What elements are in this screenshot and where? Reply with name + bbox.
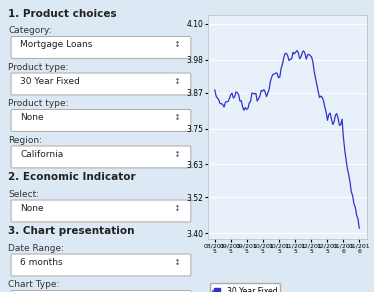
Text: Select:: Select: (8, 190, 39, 199)
Text: Category:: Category: (8, 26, 52, 35)
FancyBboxPatch shape (11, 200, 191, 222)
FancyBboxPatch shape (11, 110, 191, 131)
Text: Product type:: Product type: (8, 99, 68, 108)
Text: Chart Type:: Chart Type: (8, 280, 59, 289)
Text: Mortgage Loans: Mortgage Loans (20, 40, 93, 49)
Text: None: None (20, 113, 44, 122)
Text: ↕: ↕ (174, 77, 181, 86)
Text: 3. Chart presentation: 3. Chart presentation (8, 226, 135, 236)
FancyBboxPatch shape (11, 254, 191, 276)
Text: 1. Product choices: 1. Product choices (8, 9, 117, 19)
FancyBboxPatch shape (11, 36, 191, 58)
Text: Product type:: Product type: (8, 63, 68, 72)
FancyBboxPatch shape (11, 73, 191, 95)
Text: ↕: ↕ (174, 150, 181, 159)
Text: California: California (20, 150, 64, 159)
Text: 6 months: 6 months (20, 258, 63, 267)
Text: ↕: ↕ (174, 40, 181, 49)
FancyBboxPatch shape (11, 146, 191, 168)
Text: Date Range:: Date Range: (8, 244, 64, 253)
Text: ↕: ↕ (174, 258, 181, 267)
FancyBboxPatch shape (11, 291, 191, 292)
Text: 2. Economic Indicator: 2. Economic Indicator (8, 172, 136, 182)
Text: ↕: ↕ (174, 113, 181, 122)
Text: 30 Year Fixed: 30 Year Fixed (20, 77, 80, 86)
Text: ↕: ↕ (174, 204, 181, 213)
Text: None: None (20, 204, 44, 213)
Legend: 30 Year Fixed: 30 Year Fixed (210, 284, 280, 292)
Text: Region:: Region: (8, 136, 42, 145)
